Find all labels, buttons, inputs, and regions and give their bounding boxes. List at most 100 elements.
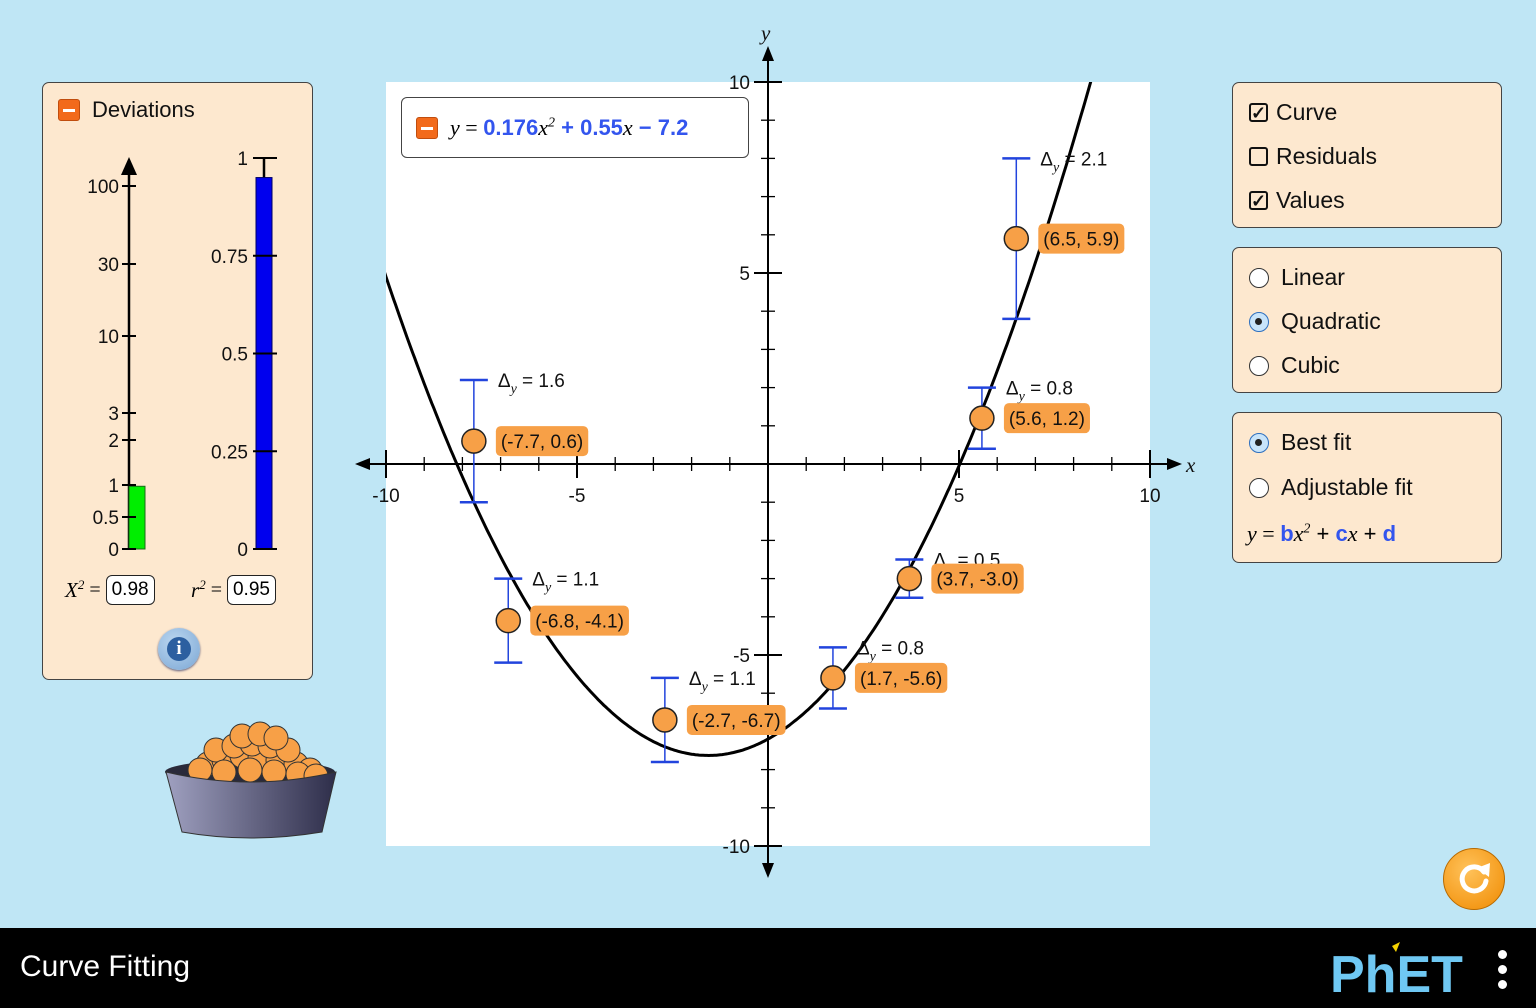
value-label-bg [854, 662, 948, 693]
value-label-bg [495, 426, 589, 457]
chi-squared-readout: X2 = 0.98 [65, 575, 155, 605]
cubic-label: Cubic [1281, 352, 1340, 378]
linear-radio[interactable] [1249, 267, 1269, 288]
y-tick-label: 5 [739, 264, 750, 285]
value-label: (6.5, 5.9) [1043, 230, 1119, 251]
bucket-ball [263, 725, 289, 751]
data-points: Δy = 1.6(-7.7, 0.6)Δy = 1.1(-6.8, -4.1)Δ… [459, 149, 1125, 764]
deviations-header[interactable]: Deviations [58, 97, 195, 123]
chi-tick-label: 0 [108, 540, 119, 561]
eq-b: 0.176 [483, 114, 539, 140]
value-label-bg [686, 704, 786, 735]
data-point[interactable]: Δy = 1.6 (-7.7, 0.6) [459, 371, 589, 504]
best-fit-row[interactable]: Best fit [1249, 429, 1351, 456]
value-label-bg [530, 605, 629, 636]
values-checkbox-row[interactable]: ✓ Values [1249, 187, 1345, 214]
eq-x1: x [538, 114, 549, 140]
fit-type-linear-row[interactable]: Linear [1249, 264, 1345, 291]
eq-sq: 2 [548, 115, 556, 131]
reset-icon [1459, 863, 1490, 894]
point-marker[interactable] [495, 607, 521, 634]
data-point[interactable]: Δy = 0.5(3.7, -3.0) [895, 551, 1024, 599]
deviations-meters: 100 30 10 3 2 1 0.5 0 1 0.75 0.5 0.25 0 [87, 149, 277, 561]
collapse-deviations-button[interactable] [58, 99, 80, 121]
eq-equals: = [459, 114, 484, 140]
menu-kebab-icon[interactable] [1494, 948, 1510, 992]
value-label: (-6.8, -4.1) [535, 612, 624, 633]
chi-tick-label: 10 [98, 327, 119, 348]
fit-type-cubic-row[interactable]: Cubic [1249, 352, 1340, 379]
value-label-bg [1003, 403, 1090, 434]
values-checkbox[interactable]: ✓ [1249, 190, 1268, 211]
x-tick-label: 10 [1139, 486, 1160, 507]
curve-checkbox-row[interactable]: ✓ Curve [1249, 99, 1337, 126]
adjustable-fit-radio[interactable] [1249, 477, 1269, 498]
point-marker[interactable] [969, 405, 995, 431]
linear-label: Linear [1281, 264, 1345, 290]
y-axis-arrow-down-icon [762, 863, 774, 878]
point-marker[interactable] [652, 707, 678, 733]
chi-sq: 2 [77, 577, 85, 592]
info-icon: i [167, 637, 191, 661]
data-point[interactable]: Δy = 2.1 (6.5, 5.9) [1002, 149, 1125, 321]
phet-logo-text: PhET [1330, 946, 1463, 998]
chi-label: X [65, 578, 78, 602]
data-point[interactable]: Δy = 1.1 (-6.8, -4.1) [494, 570, 629, 664]
cubic-radio[interactable] [1249, 355, 1269, 376]
phet-logo[interactable]: PhET [1328, 942, 1488, 1004]
point-marker[interactable] [896, 565, 923, 592]
deviations-panel: Deviations 100 30 10 3 2 1 0.5 0 1 0.75 0.5 0.25 0 … [42, 82, 313, 680]
fit-type-quadratic-row[interactable]: Quadratic [1249, 308, 1381, 335]
arrow-up-icon [121, 157, 137, 175]
fit-mode-panel: Best fit Adjustable fit y = bx2 + cx + d [1232, 412, 1502, 563]
data-point[interactable]: Δy = 0.8 (1.7, -5.6) [818, 638, 948, 710]
fit-type-panel: Linear Quadratic Cubic [1232, 247, 1502, 393]
chi-tick-label: 1 [108, 476, 119, 497]
values-label: Values [1276, 187, 1345, 213]
delta-label: Δy = 0.8 [857, 638, 924, 664]
point-marker[interactable] [461, 428, 487, 454]
delta-label: Δy = 1.1 [532, 570, 599, 596]
delta-label: Δy = 0.8 [1006, 379, 1073, 405]
x-axis-arrow-right-icon [1167, 458, 1182, 470]
point-marker[interactable] [1003, 225, 1030, 252]
best-fit-radio[interactable] [1249, 432, 1269, 453]
deviations-title: Deviations [92, 97, 195, 122]
point-marker[interactable] [820, 665, 846, 691]
eq-x2: x [622, 114, 633, 140]
best-fit-label: Best fit [1281, 429, 1352, 455]
general-formula: y = bx2 + cx + d [1247, 521, 1396, 547]
eq-op2: − [632, 114, 658, 140]
r-eq: = [210, 578, 222, 601]
r-tick-label: 0.75 [211, 247, 248, 268]
info-button[interactable]: i [158, 628, 200, 670]
app-title: Curve Fitting [20, 950, 191, 983]
eq-d: 7.2 [657, 114, 689, 140]
curve-label: Curve [1276, 99, 1338, 125]
reset-all-button[interactable] [1443, 848, 1505, 910]
value-label: (5.6, 1.2) [1009, 409, 1085, 430]
data-point[interactable]: Δy = 1.1 (-2.7, -6.7) [650, 669, 786, 764]
chi-tick-label: 2 [108, 431, 119, 452]
value-label: (3.7, -3.0) [936, 570, 1018, 591]
r-tick-label: 0 [237, 540, 248, 561]
residuals-checkbox-row[interactable]: Residuals [1249, 143, 1377, 170]
r-label: r [191, 578, 200, 602]
adjustable-fit-row[interactable]: Adjustable fit [1249, 474, 1413, 501]
curve-checkbox[interactable]: ✓ [1249, 102, 1268, 123]
point-bucket[interactable] [160, 720, 350, 845]
gf-x1: x [1293, 521, 1304, 546]
r-tick-label: 1 [237, 149, 248, 170]
value-label: (-7.7, 0.6) [501, 432, 583, 453]
collapse-equation-button[interactable] [416, 116, 438, 139]
delta-label: Δy = 1.6 [498, 371, 565, 397]
x-tick-label: 5 [954, 486, 965, 507]
gf-b: b [1280, 521, 1294, 546]
y-tick-label: -5 [733, 646, 750, 667]
data-point[interactable]: Δy = 0.8 (5.6, 1.2) [967, 379, 1090, 450]
quadratic-radio[interactable] [1249, 311, 1269, 332]
eq-op1: + [555, 114, 581, 140]
bucket-graphic [165, 721, 337, 839]
residuals-checkbox[interactable] [1249, 147, 1268, 166]
